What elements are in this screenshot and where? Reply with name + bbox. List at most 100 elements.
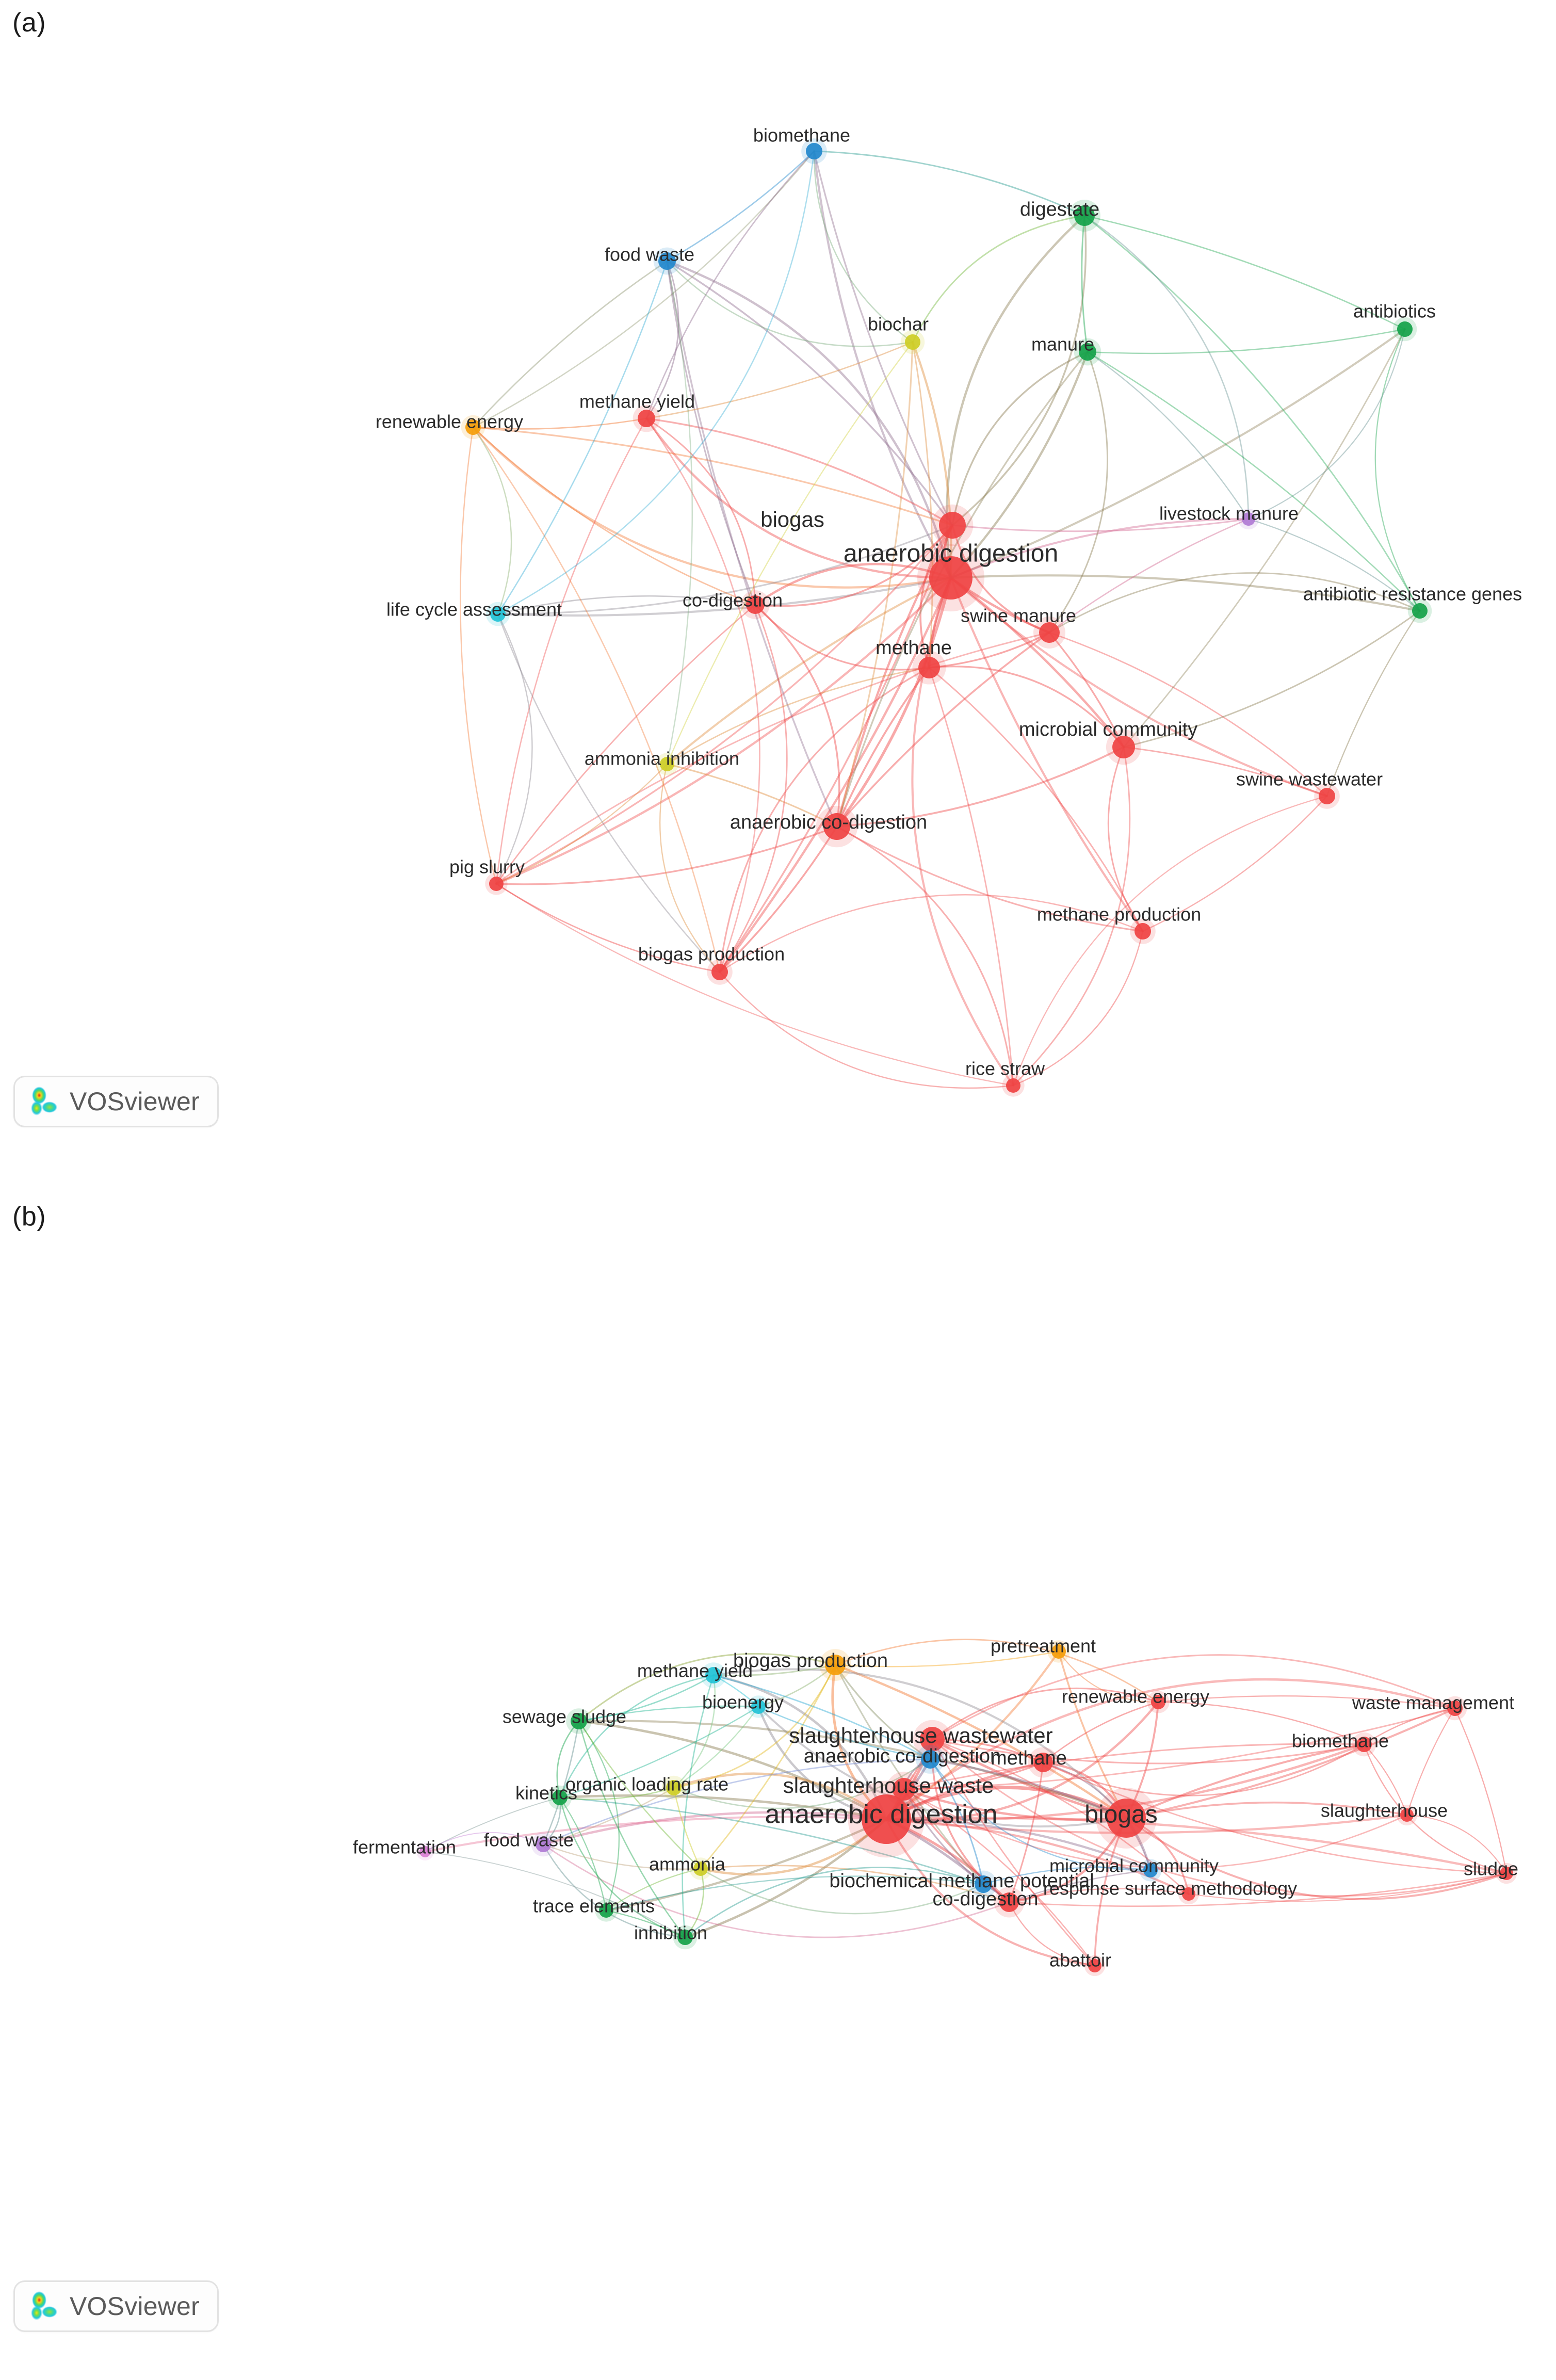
network-node[interactable]: pig slurry [449,856,525,895]
node-circle[interactable] [1112,736,1135,758]
node-circle[interactable] [746,595,765,614]
node-circle[interactable] [806,143,822,159]
network-node[interactable]: methane [876,637,952,685]
network-node[interactable]: methane production [1037,904,1201,944]
network-node[interactable]: slaughterhouse wastewater [789,1720,1053,1759]
network-node[interactable]: biomethane [753,125,850,164]
node-circle[interactable] [1397,321,1413,337]
node-circle[interactable] [1319,788,1335,804]
node-circle[interactable] [705,1667,722,1683]
network-node[interactable]: abattoir [1049,1950,1111,1977]
node-circle[interactable] [1151,1695,1165,1709]
node-circle[interactable] [658,252,676,270]
node-circle[interactable] [1074,205,1095,226]
network-node[interactable]: biogas [760,504,974,546]
node-layer[interactable]: anaerobic digestion biogas slaughterhouse … [353,1636,1518,1977]
node-circle[interactable] [975,1875,992,1893]
network-node[interactable]: response surface methodology [1043,1878,1297,1905]
node-circle[interactable] [677,1930,693,1945]
network-node[interactable]: kinetics [515,1783,577,1810]
network-node[interactable]: biogas production [638,944,785,985]
network-graph-b[interactable]: anaerobic digestion biogas slaughterhouse … [0,1187,1556,2380]
node-circle[interactable] [905,334,920,350]
network-node[interactable]: swine manure [961,605,1076,649]
vosviewer-watermark-b[interactable]: VOSviewer [13,2280,219,2332]
vosviewer-watermark-a[interactable]: VOSviewer [13,1076,219,1127]
network-node[interactable]: organic loading rate [565,1774,728,1800]
node-circle[interactable] [1134,923,1151,940]
network-node[interactable]: life cycle assessment [386,599,562,626]
network-node[interactable]: livestock manure [1159,503,1299,530]
network-node[interactable]: inhibition [634,1922,707,1950]
node-circle[interactable] [918,657,940,678]
node-circle[interactable] [693,1861,708,1876]
node-circle[interactable] [1051,1644,1066,1659]
network-node[interactable]: methane yield [579,391,695,432]
network-node[interactable]: methane [991,1747,1067,1778]
network-node[interactable]: microbial community [1049,1855,1219,1882]
node-circle[interactable] [1412,603,1428,619]
node-layer[interactable]: anaerobic digestion biogas methane swine ma… [376,125,1522,1097]
node-circle[interactable] [419,1846,431,1857]
node-circle[interactable] [1088,1959,1101,1972]
node-circle[interactable] [666,1780,682,1795]
node-circle[interactable] [1356,1737,1372,1752]
network-node[interactable]: ammonia [649,1854,726,1880]
node-circle[interactable] [711,964,728,980]
network-node[interactable]: biochar [868,314,929,354]
network-node[interactable]: trace elements [533,1896,655,1922]
network-graph-a[interactable]: anaerobic digestion biogas methane swine ma… [0,0,1556,1187]
network-node[interactable]: food waste [484,1829,574,1857]
node-circle[interactable] [536,1837,551,1852]
network-node[interactable]: antibiotics [1353,301,1436,342]
node-circle[interactable] [920,1727,945,1752]
network-node[interactable]: biogas [1084,1788,1158,1849]
network-node[interactable]: pretreatment [991,1636,1096,1663]
network-node[interactable]: biomethane [1292,1730,1389,1757]
network-node[interactable]: anaerobic digestion [765,1780,998,1858]
network-node[interactable]: anaerobic co-digestion [804,1745,1001,1774]
node-circle[interactable] [1033,1753,1053,1772]
network-node[interactable]: ammonia inhibition [585,748,739,775]
network-node[interactable]: fermentation [353,1837,456,1861]
node-circle[interactable] [825,1655,846,1675]
network-node[interactable]: food waste [605,244,694,275]
node-circle[interactable] [1107,1799,1146,1838]
network-node[interactable]: digestate [1020,199,1100,232]
node-circle[interactable] [1400,1808,1414,1822]
node-circle[interactable] [999,1892,1019,1912]
node-circle[interactable] [921,1750,939,1769]
node-circle[interactable] [552,1790,568,1805]
node-circle[interactable] [1143,1863,1158,1877]
network-node[interactable]: methane yield [637,1660,753,1688]
network-node[interactable]: anaerobic digestion [844,540,1058,612]
network-node[interactable]: biogas production [733,1649,888,1681]
node-circle[interactable] [571,1713,587,1729]
network-node[interactable]: antibiotic resistance genes [1303,584,1522,623]
network-node[interactable]: renewable energy [1062,1686,1209,1713]
network-node[interactable]: co-digestion [683,590,783,619]
network-node[interactable]: swine wastewater [1236,769,1383,809]
node-circle[interactable] [489,877,504,891]
node-circle[interactable] [490,606,506,622]
network-node[interactable]: slaughterhouse [1321,1800,1448,1826]
node-circle[interactable] [939,512,966,539]
node-circle[interactable] [1182,1887,1195,1901]
node-circle[interactable] [1006,1078,1020,1093]
network-node[interactable]: waste management [1352,1692,1514,1721]
node-circle[interactable] [599,1903,613,1918]
node-circle[interactable] [1500,1867,1513,1880]
node-circle[interactable] [862,1794,911,1844]
network-node[interactable]: biochemical methane potential [829,1870,1094,1898]
node-circle[interactable] [1079,343,1096,361]
node-circle[interactable] [1039,622,1060,643]
network-node[interactable]: sewage sludge [503,1706,626,1734]
node-circle[interactable] [638,410,655,427]
network-canvas-a[interactable]: anaerobic digestion biogas methane swine ma… [0,0,1556,1187]
network-node[interactable]: renewable energy [376,411,523,440]
node-circle[interactable] [823,813,850,840]
network-canvas-b[interactable]: anaerobic digestion biogas slaughterhouse … [0,1187,1556,2380]
network-node[interactable]: bioenergy [702,1692,784,1718]
node-circle[interactable] [893,1778,915,1801]
network-node[interactable]: microbial community [1019,719,1197,765]
